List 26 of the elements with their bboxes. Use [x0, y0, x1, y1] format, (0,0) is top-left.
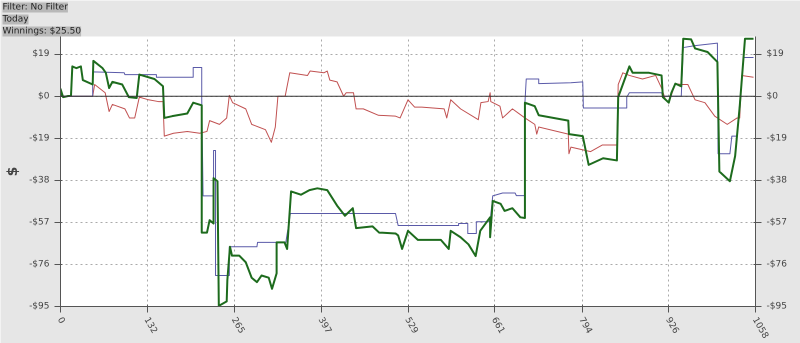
x-tick-label: 0	[54, 316, 67, 326]
text: Winnings: $25.50	[2, 26, 82, 36]
y-tick-label: -$19	[29, 133, 50, 144]
y2-tick-label: -$57	[766, 217, 787, 228]
text: Filter: No Filter	[2, 2, 68, 12]
x-tick-label: 265	[228, 316, 246, 336]
x-tick-label: 661	[489, 316, 506, 336]
x-tick-label: 926	[663, 316, 681, 336]
y2-tick-label: -$95	[766, 302, 787, 312]
y2-tick-label: -$38	[766, 175, 788, 186]
x-tick-label: 132	[142, 316, 159, 336]
y-tick-label: $0	[38, 91, 50, 102]
y2-tick-label: -$19	[766, 133, 788, 144]
y2-tick-label: $0	[766, 91, 778, 102]
y-axis-title: $	[5, 166, 22, 176]
y-tick-label: -$38	[29, 175, 50, 186]
text: Today	[2, 14, 30, 24]
y-tick-label: $19	[32, 49, 50, 60]
y2-tick-label: $19	[766, 49, 784, 60]
x-tick-label: 529	[402, 316, 420, 336]
y-tick-label: -$57	[29, 217, 50, 228]
x-tick-label: 794	[576, 316, 594, 336]
x-tick-label: 397	[316, 316, 333, 336]
y-tick-label: -$76	[29, 259, 50, 270]
y-tick-label: -$95	[29, 302, 50, 312]
y2-tick-label: -$76	[766, 259, 788, 270]
